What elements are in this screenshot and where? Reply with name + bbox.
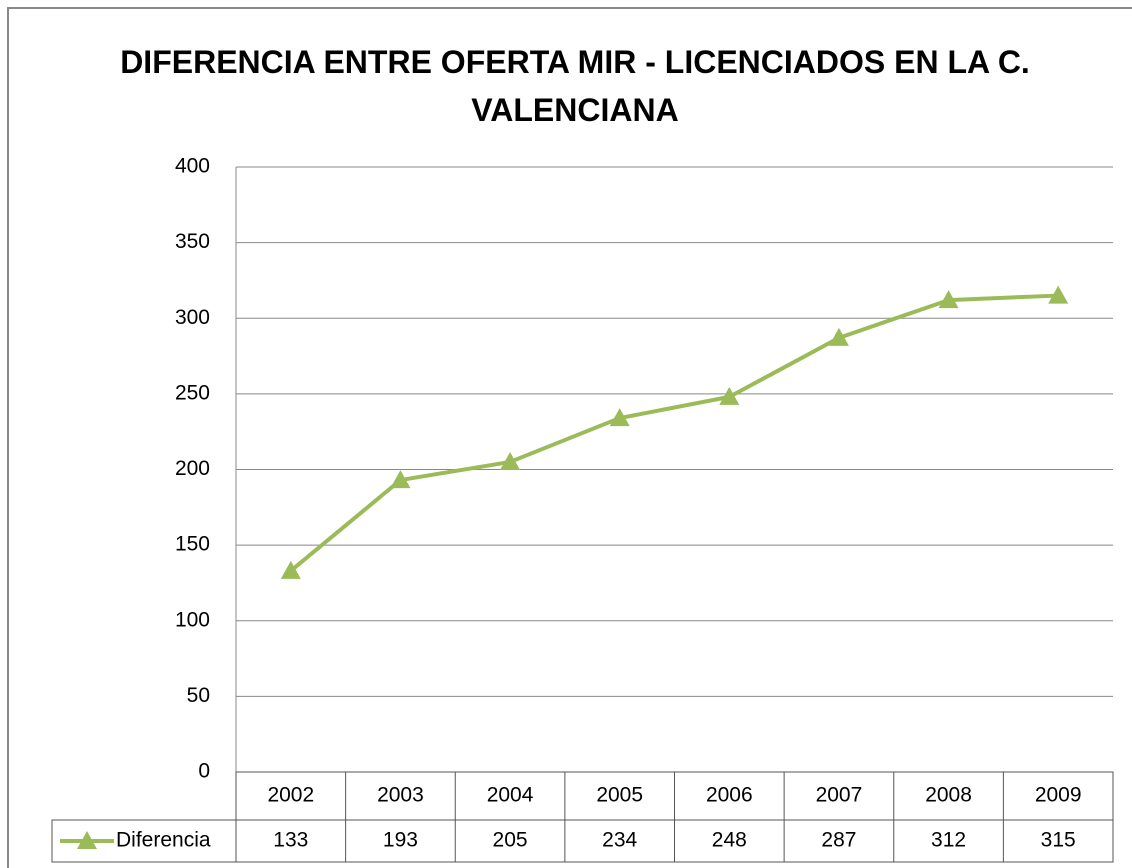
data-point [500, 451, 521, 470]
x-tick-label: 2006 [706, 784, 753, 807]
data-point [719, 386, 740, 405]
table-value: 248 [712, 829, 747, 852]
y-tick-label: 150 [175, 533, 210, 556]
x-tick-label: 2009 [1035, 784, 1082, 807]
data-point [1048, 285, 1069, 304]
table-value: 205 [493, 829, 528, 852]
data-point [938, 290, 959, 309]
table-legend-cell [51, 819, 237, 863]
x-tick-label: 2007 [816, 784, 863, 807]
table-value: 133 [273, 829, 308, 852]
table-value: 315 [1041, 829, 1076, 852]
y-tick-label: 250 [175, 381, 210, 404]
table-value: 312 [931, 829, 966, 852]
table-value: 193 [383, 829, 418, 852]
y-tick-label: 100 [175, 608, 210, 631]
chart-title: DIFERENCIA ENTRE OFERTA MIR - LICENCIADO… [120, 44, 1030, 128]
series-line [289, 293, 1059, 573]
data-point [280, 560, 301, 579]
y-tick-label: 50 [187, 684, 210, 707]
y-tick-label: 0 [198, 760, 210, 783]
table-value: 287 [821, 829, 856, 852]
y-tick-label: 350 [175, 230, 210, 253]
x-tick-label: 2008 [925, 784, 972, 807]
data-point [828, 327, 849, 346]
y-tick-label: 200 [175, 457, 210, 480]
x-tick-label: 2003 [377, 784, 424, 807]
x-tick-label: 2004 [487, 784, 534, 807]
table-value: 234 [602, 829, 637, 852]
data-point [609, 408, 630, 427]
legend-label: Diferencia [116, 829, 211, 852]
x-tick-label: 2002 [267, 784, 314, 807]
y-tick-label: 300 [175, 306, 210, 329]
data-point [390, 470, 411, 489]
legend-marker [77, 831, 97, 849]
x-tick-label: 2005 [596, 784, 643, 807]
y-tick-label: 400 [175, 155, 210, 178]
